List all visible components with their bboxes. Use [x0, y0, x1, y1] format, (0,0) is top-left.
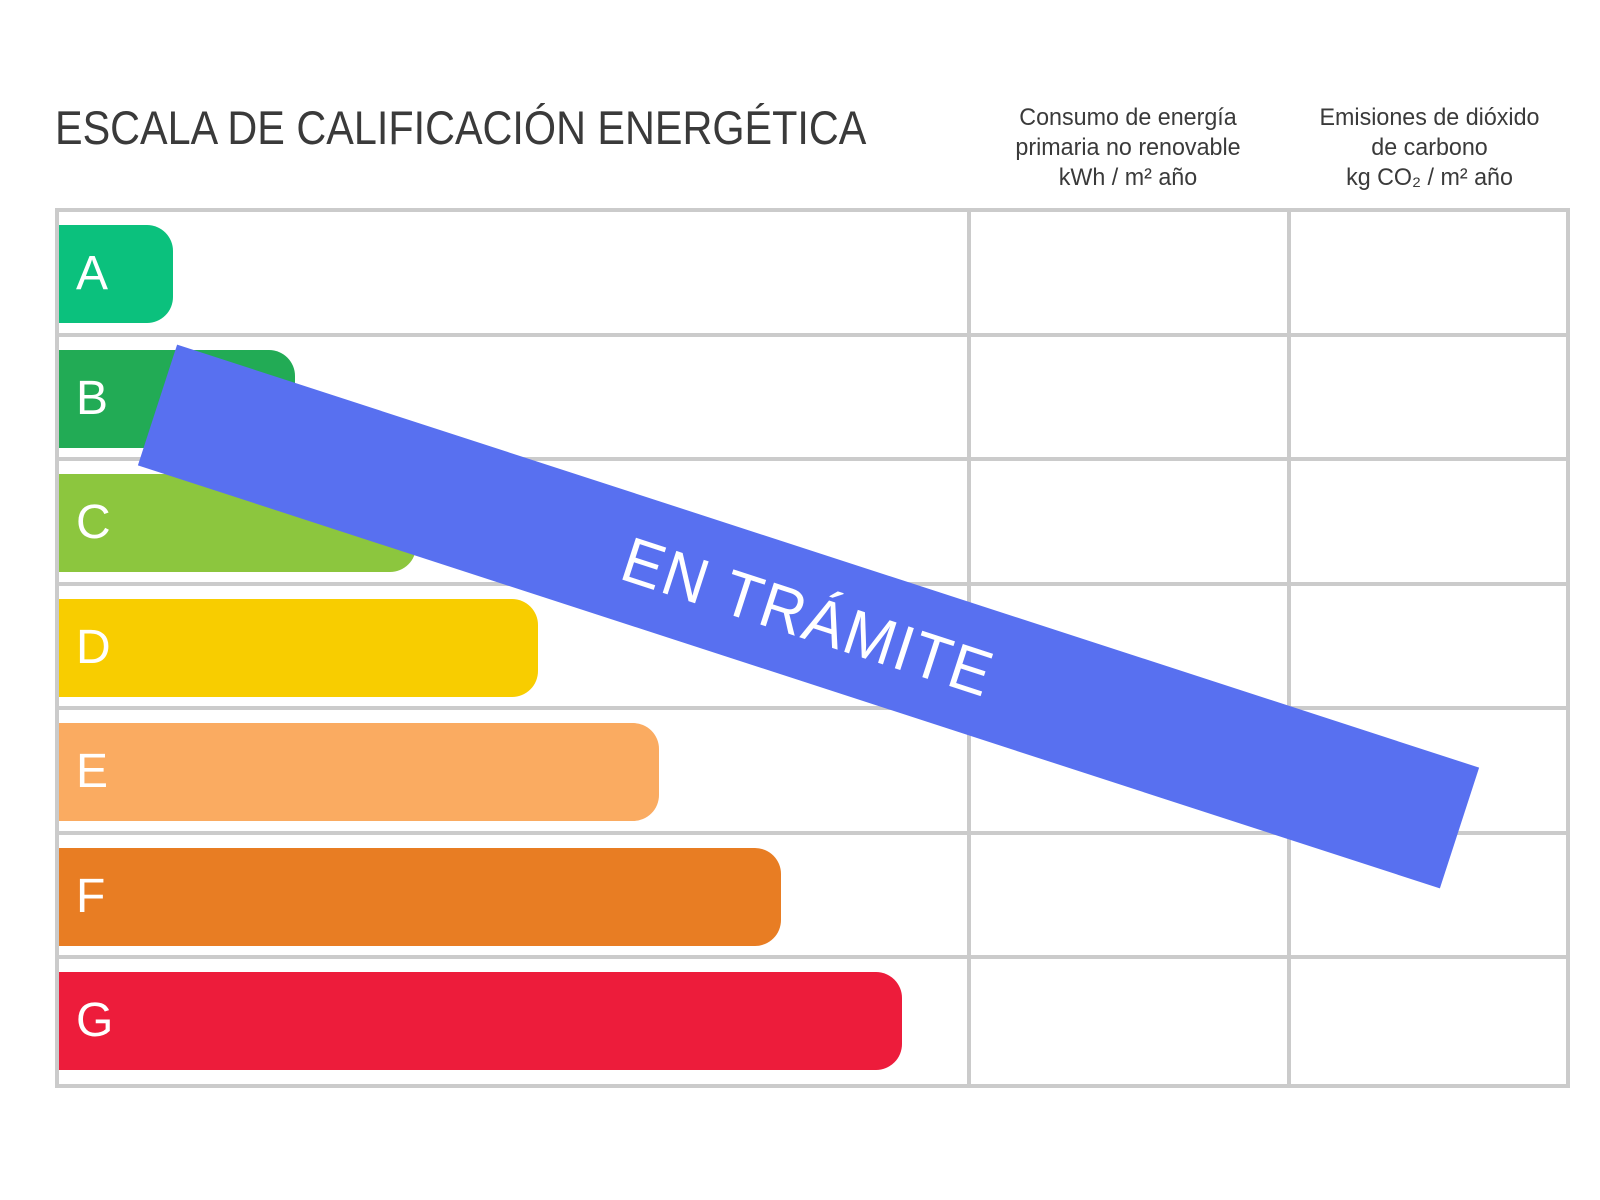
- page-title: ESCALA DE CALIFICACIÓN ENERGÉTICA: [55, 101, 867, 154]
- rating-table: A B C D E: [55, 208, 1570, 1088]
- cell-emissions-b: [1287, 337, 1566, 458]
- rating-bar-g: G: [59, 972, 902, 1071]
- rating-letter-d: D: [76, 620, 111, 674]
- cell-consumption-f: [967, 835, 1287, 956]
- rating-row-a: A: [59, 212, 1566, 337]
- rating-row-e: E: [59, 710, 1566, 835]
- cell-consumption-b: [967, 337, 1287, 458]
- rating-letter-b: B: [76, 371, 109, 425]
- column-header-consumption: Consumo de energía primaria no renovable…: [972, 103, 1284, 193]
- rating-bar-d: D: [59, 598, 538, 697]
- cell-emissions-g: [1287, 959, 1566, 1084]
- column-header-consumption-line1: Consumo de energía: [1019, 104, 1237, 131]
- column-header-emissions-line2: de carbono: [1371, 134, 1488, 161]
- cell-consumption-a: [967, 212, 1287, 333]
- column-header-consumption-units: kWh / m² año: [1058, 164, 1198, 191]
- cell-emissions-a: [1287, 212, 1566, 333]
- rating-letter-f: F: [76, 869, 106, 923]
- column-header-emissions-units: kg CO₂ / m² año: [1346, 164, 1513, 191]
- rating-letter-c: C: [76, 496, 111, 550]
- column-header-consumption-line2: primaria no renovable: [1015, 134, 1241, 161]
- rating-row-d: D: [59, 586, 1566, 711]
- rating-row-f: F: [59, 835, 1566, 960]
- cell-emissions-d: [1287, 586, 1566, 707]
- rating-letter-a: A: [76, 247, 109, 300]
- cell-consumption-g: [967, 959, 1287, 1084]
- rating-bar-f: F: [59, 847, 781, 946]
- column-header-emissions: Emisiones de dióxido de carbono kg CO₂ /…: [1293, 103, 1566, 193]
- grid-vline-emissions: [1287, 212, 1291, 1084]
- cell-consumption-c: [967, 461, 1287, 582]
- cell-emissions-c: [1287, 461, 1566, 582]
- rating-row-g: G: [59, 959, 1566, 1084]
- rating-bar-a: A: [59, 225, 173, 323]
- rating-bar-e: E: [59, 723, 659, 822]
- rating-letter-e: E: [76, 745, 109, 799]
- rating-letter-g: G: [76, 994, 114, 1048]
- column-header-emissions-line1: Emisiones de dióxido: [1319, 104, 1540, 131]
